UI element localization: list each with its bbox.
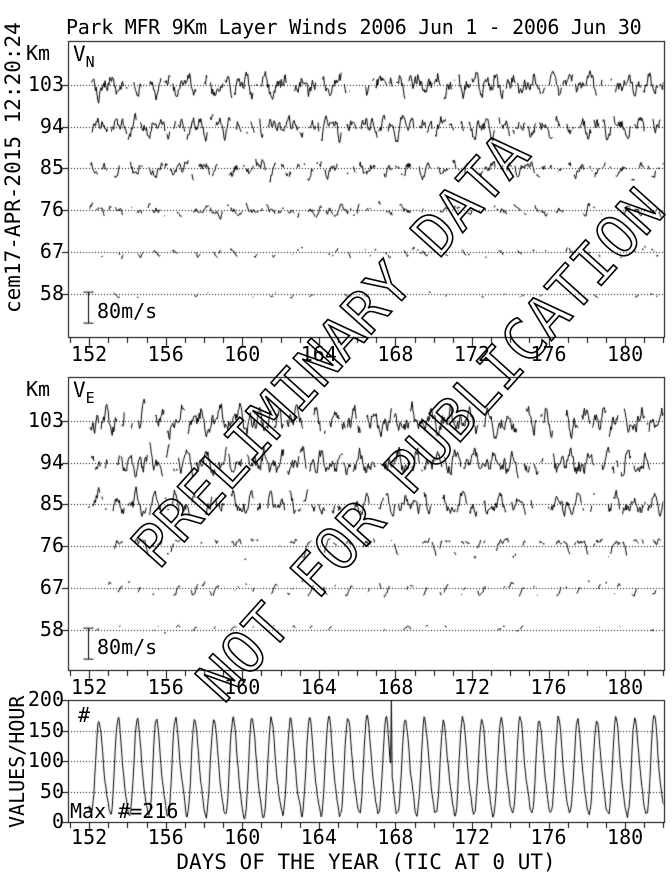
altitude-tick-label: 76 (39, 197, 64, 222)
day-tick-label: 164 (300, 674, 337, 699)
max-count-annotation: Max #=216 (70, 799, 179, 823)
vn-sub: N (85, 53, 95, 71)
altitude-tick-label: 85 (39, 491, 64, 516)
day-tick-label: 172 (453, 825, 491, 849)
altitude-tick-label: 76 (39, 533, 64, 558)
day-tick-label: 156 (147, 825, 184, 849)
altitude-tick-label: 58 (39, 280, 64, 305)
altitude-tick-label: 103 (27, 408, 64, 432)
altitude-tick-label: 58 (39, 616, 64, 641)
day-tick-label: 160 (224, 825, 261, 849)
day-tick-label: 164 (300, 341, 337, 366)
scale-bar-label-top: 80m/s (97, 299, 158, 323)
day-tick-label: 156 (147, 674, 184, 699)
day-tick-label: 176 (530, 341, 567, 366)
day-tick-label: 180 (607, 341, 644, 366)
day-tick-label: 152 (71, 674, 108, 699)
panel-label-counts: # (78, 703, 91, 727)
count-tick-label: 200 (27, 687, 64, 711)
day-tick-label: 168 (377, 341, 414, 366)
count-tick-label: 100 (27, 748, 64, 772)
x-axis-title: DAYS OF THE YEAR (TIC AT 0 UT) (176, 850, 556, 874)
ve-main: V (73, 378, 86, 402)
panel-label-vn: VN (73, 44, 95, 73)
plot-title: Park MFR 9Km Layer Winds 2006 Jun 1 - 20… (66, 15, 642, 39)
vn-main: V (73, 42, 86, 66)
day-tick-label: 172 (453, 674, 491, 699)
altitude-tick-label: 67 (39, 574, 64, 599)
scale-bar-label-middle: 80m/s (97, 635, 158, 659)
day-tick-label: 180 (607, 825, 644, 849)
altitude-tick-label: 94 (39, 449, 64, 474)
day-tick-label: 172 (453, 341, 491, 366)
panel-label-ve: VE (73, 380, 95, 409)
day-tick-label: 152 (71, 825, 108, 849)
altitude-tick-label: 85 (39, 155, 64, 180)
day-tick-label: 152 (71, 341, 108, 366)
day-tick-label: 176 (530, 825, 567, 849)
count-tick-label: 150 (27, 717, 64, 742)
day-tick-label: 160 (224, 341, 261, 366)
y-unit-label-middle: Km (26, 377, 51, 401)
day-tick-label: 164 (300, 825, 337, 849)
day-tick-label: 168 (377, 674, 414, 699)
day-tick-label: 156 (147, 341, 184, 366)
altitude-tick-label: 94 (39, 113, 64, 138)
ve-sub: E (85, 389, 95, 407)
day-tick-label: 168 (377, 825, 414, 849)
day-tick-label: 160 (224, 674, 261, 699)
count-tick-label: 50 (39, 778, 64, 803)
y-unit-label-top: Km (26, 41, 51, 65)
altitude-tick-label: 67 (39, 238, 64, 263)
count-tick-label: 0 (51, 809, 64, 833)
day-tick-label: 176 (530, 674, 567, 699)
day-tick-label: 180 (607, 674, 644, 699)
altitude-tick-label: 103 (27, 72, 64, 96)
